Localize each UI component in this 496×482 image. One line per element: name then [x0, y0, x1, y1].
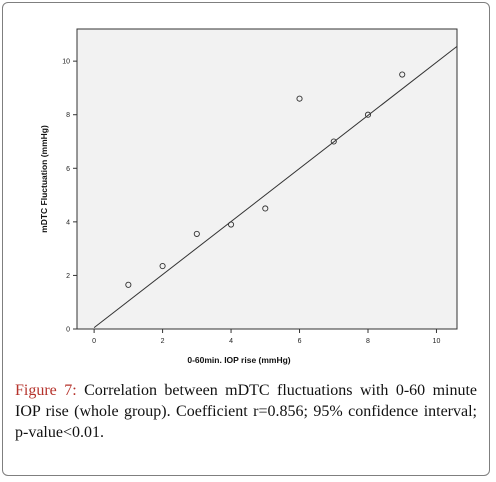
x-tick-label: 2 [161, 338, 165, 345]
x-tick-label: 0 [92, 338, 96, 345]
caption-text: Correlation between mDTC fluctuations wi… [15, 382, 478, 441]
y-tick-label: 4 [66, 219, 70, 226]
data-point [193, 230, 200, 237]
data-point [330, 138, 337, 145]
y-tick-label: 6 [66, 166, 70, 173]
chart-panel: 0 2 4 6 8 10 0 2 4 6 8 10 0-60min. IOP rise (mmHg) mD… [11, 11, 489, 373]
y-tick-label: 2 [66, 273, 70, 280]
data-point [399, 71, 406, 78]
x-tick-label: 8 [366, 338, 370, 345]
x-axis-title: 0-60min. IOP rise (mmHg) [187, 355, 290, 365]
data-point [262, 205, 269, 212]
data-point [296, 95, 303, 102]
data-point [364, 111, 372, 118]
scatter-chart: 0 2 4 6 8 10 0 2 4 6 8 10 0-60min. IOP rise (mmHg) mD… [39, 28, 458, 365]
figure-frame: 0 2 4 6 8 10 0 2 4 6 8 10 0-60min. IOP rise (mmHg) mD… [2, 2, 490, 476]
data-point [228, 221, 235, 228]
x-tick-label: 10 [433, 338, 441, 345]
data-point [125, 281, 132, 288]
plot-area [76, 28, 458, 330]
figure-label: Figure 7: [15, 382, 77, 399]
x-tick-label: 4 [229, 338, 233, 345]
x-tick-label: 6 [298, 338, 302, 345]
y-axis-title: mDTC Fluctuation (mmHg) [39, 125, 49, 233]
y-tick-label: 10 [62, 59, 70, 66]
y-tick-label: 8 [66, 112, 70, 119]
y-tick-label: 0 [66, 327, 70, 334]
figure-caption: Figure 7: Correlation between mDTC fluct… [15, 380, 477, 443]
regression-line [93, 46, 458, 329]
data-point [159, 263, 166, 270]
